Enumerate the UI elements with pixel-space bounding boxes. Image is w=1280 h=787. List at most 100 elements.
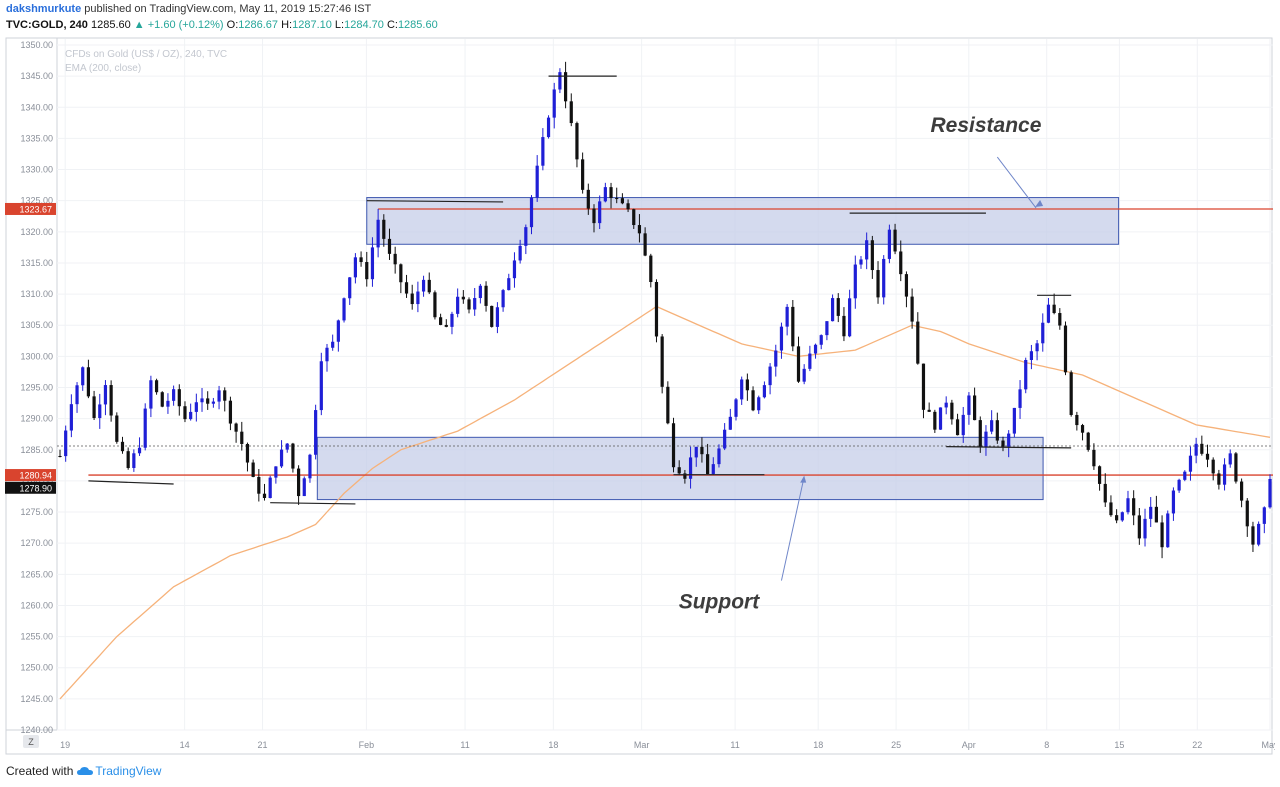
- candle-body: [1228, 453, 1232, 465]
- x-tick-label: 15: [1114, 740, 1124, 750]
- candle-body: [757, 397, 761, 411]
- high-value: 1287.10: [292, 19, 332, 31]
- candle-body: [836, 298, 840, 316]
- candle-body: [950, 402, 954, 420]
- price-chart[interactable]: 1350.00 1345.00 1340.00 1335.00 1330.00 1325.…: [5, 37, 1279, 757]
- candle-body: [336, 320, 340, 342]
- candle-body: [86, 367, 91, 397]
- candle-body: [126, 451, 130, 468]
- candle-body: [296, 468, 301, 497]
- candle-body: [64, 430, 68, 457]
- candle-body: [194, 402, 198, 412]
- candle-body: [319, 361, 323, 411]
- candle-body: [1126, 498, 1130, 513]
- candle-body: [342, 298, 346, 321]
- candle-body: [58, 456, 62, 457]
- candle-body: [660, 336, 664, 387]
- candle-body: [1092, 449, 1096, 467]
- candle-body: [1222, 464, 1227, 485]
- candle-body: [1166, 513, 1170, 548]
- candle-body: [348, 277, 352, 299]
- candle-body: [1245, 500, 1249, 527]
- candle-body: [1137, 515, 1141, 539]
- candle-body: [251, 462, 255, 477]
- chart-frame[interactable]: 1350.00 1345.00 1340.00 1335.00 1330.00 1325.…: [5, 37, 1279, 757]
- close-value: 1285.60: [397, 19, 438, 31]
- candle-body: [189, 411, 193, 420]
- y-tick-label: 1340.00: [20, 102, 53, 112]
- candle-body: [870, 240, 874, 271]
- candle-body: [842, 315, 846, 337]
- candle-body: [433, 292, 437, 318]
- y-tick-label: 1285.00: [20, 445, 53, 455]
- y-tick-label: 1260.00: [20, 600, 53, 610]
- candle-body: [1115, 515, 1119, 521]
- candle-body: [700, 446, 704, 455]
- candle-body: [808, 353, 812, 369]
- candle-body: [586, 189, 590, 209]
- candle-body: [120, 441, 125, 452]
- candle-body: [473, 298, 477, 310]
- candle-body: [262, 493, 267, 498]
- candle-body: [711, 464, 715, 474]
- pivot-line: [366, 200, 504, 203]
- candle-body: [291, 443, 295, 469]
- candle-body: [563, 72, 568, 102]
- candle-body: [421, 279, 426, 292]
- candle-body: [1149, 506, 1153, 519]
- candle-body: [268, 477, 272, 498]
- tradingview-logo[interactable]: TradingView: [77, 764, 161, 778]
- candle-body: [1001, 440, 1005, 447]
- candle-body: [370, 247, 375, 280]
- candle-body: [938, 407, 943, 430]
- candle-body: [558, 72, 562, 90]
- candle-body: [751, 390, 755, 411]
- candle-body: [217, 390, 221, 402]
- candle-body: [439, 317, 443, 325]
- candle-body: [484, 285, 488, 306]
- legend-ema: EMA (200, close): [65, 63, 141, 74]
- candle-body: [1109, 502, 1113, 516]
- candle-body: [274, 466, 278, 478]
- candle-body: [177, 389, 181, 407]
- candle-body: [524, 227, 528, 246]
- candle-body: [1194, 443, 1198, 456]
- pivot-line: [270, 502, 356, 505]
- candle-body: [779, 326, 784, 351]
- candle-body: [1262, 507, 1266, 524]
- x-tick-label: May: [1261, 740, 1275, 750]
- candle-body: [637, 225, 642, 234]
- candle-body: [325, 347, 329, 362]
- candle-body: [569, 101, 573, 124]
- candle-body: [512, 260, 517, 279]
- candle-body: [501, 290, 505, 308]
- x-tick-label: 21: [258, 740, 268, 750]
- candle-body: [200, 398, 204, 403]
- candle-body: [893, 229, 897, 252]
- candle-body: [734, 399, 738, 417]
- timezone-button-label[interactable]: Z: [28, 737, 34, 747]
- x-tick-label: 11: [730, 740, 739, 750]
- candle-body: [228, 400, 233, 424]
- candle-body: [1058, 313, 1062, 326]
- candle-body: [1132, 498, 1136, 516]
- candle-body: [632, 209, 636, 226]
- candle-body: [671, 423, 676, 468]
- y-tick-label: 1325.00: [20, 196, 53, 206]
- candle-body: [688, 457, 693, 479]
- timezone-button[interactable]: [23, 735, 39, 748]
- candle-body: [245, 443, 250, 463]
- candle-body: [592, 208, 596, 224]
- candle-body: [1024, 359, 1028, 390]
- author-link[interactable]: dakshmurkute: [6, 3, 82, 15]
- candle-body: [927, 409, 931, 412]
- candle-body: [626, 203, 630, 210]
- candle-body: [456, 296, 460, 314]
- candle-body: [285, 443, 289, 450]
- candle-body: [575, 123, 579, 160]
- candle-body: [984, 431, 988, 448]
- candle-body: [353, 257, 357, 278]
- candle-body: [916, 321, 920, 364]
- y-tick-label: 1290.00: [20, 414, 53, 424]
- chart-border: [5, 37, 1273, 755]
